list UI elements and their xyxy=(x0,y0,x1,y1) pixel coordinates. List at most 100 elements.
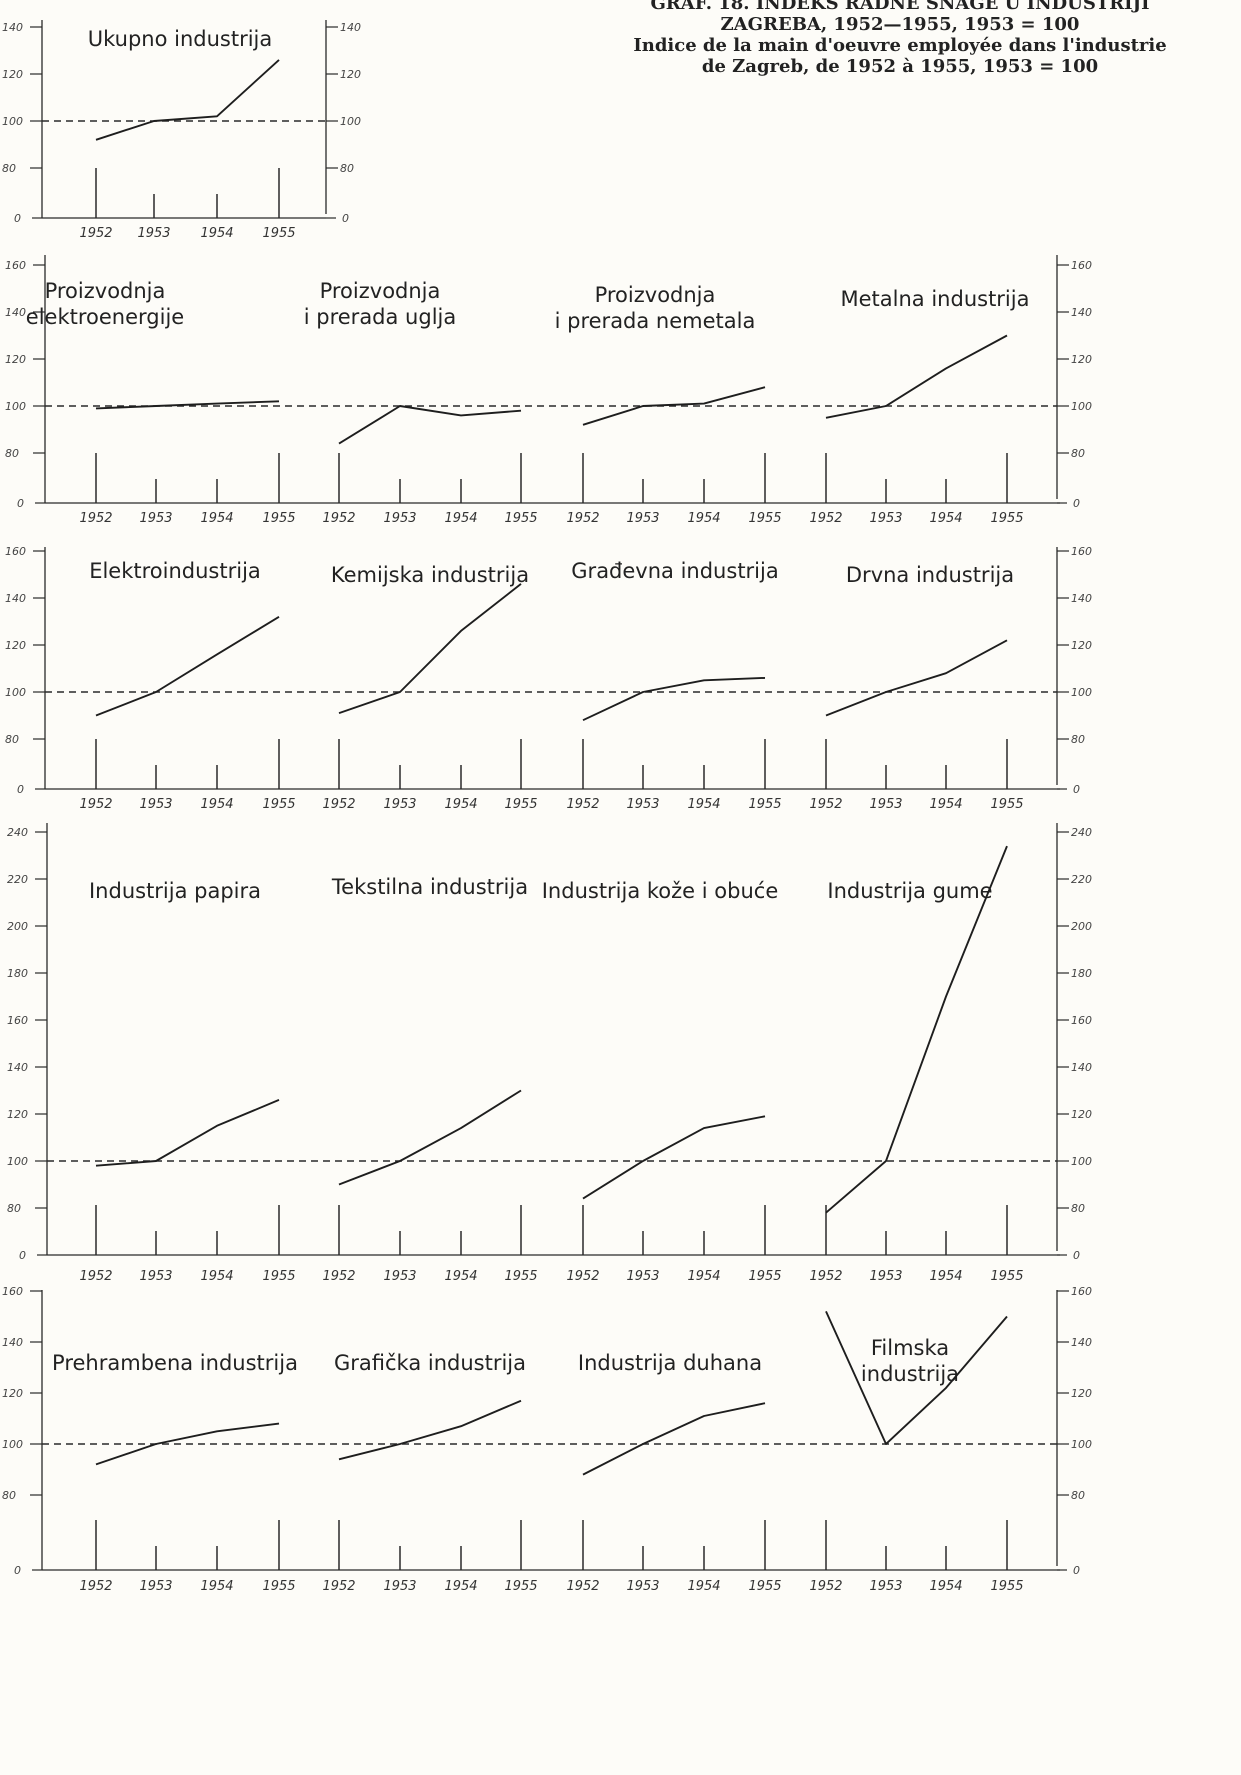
right-tick-label-140: 140 xyxy=(1071,306,1092,319)
panel-title-ugalj-2: i prerada uglja xyxy=(304,305,457,329)
year-label-1954: 1954 xyxy=(444,1579,477,1594)
right-tick-label-140: 140 xyxy=(1071,1336,1092,1349)
panel-title-metalna: Metalna industrija xyxy=(841,287,1030,311)
year-label-1953: 1953 xyxy=(139,511,172,526)
right-tick-label-100: 100 xyxy=(1071,400,1092,413)
left-tick-label-80: 80 xyxy=(2,162,16,175)
year-label-1954: 1954 xyxy=(687,797,720,812)
left-tick-label-80: 80 xyxy=(7,1202,21,1215)
right-tick-label-80: 80 xyxy=(1071,1489,1085,1502)
year-label-1955: 1955 xyxy=(990,797,1023,812)
right-tick-label-140: 140 xyxy=(1071,592,1092,605)
year-label-1953: 1953 xyxy=(383,797,416,812)
year-label-1954: 1954 xyxy=(687,1579,720,1594)
year-label-1953: 1953 xyxy=(626,1269,659,1284)
series-line-drvna xyxy=(825,639,1008,717)
right-tick-label-120: 120 xyxy=(340,68,361,81)
right-tick-label-180: 180 xyxy=(1071,967,1092,980)
left-tick-label-80: 80 xyxy=(2,1489,16,1502)
year-label-1954: 1954 xyxy=(444,511,477,526)
series-line-guma xyxy=(825,845,1008,1214)
year-label-1953: 1953 xyxy=(626,511,659,526)
right-tick-label-0: 0 xyxy=(1073,783,1080,796)
left-tick-label-220: 220 xyxy=(7,873,28,886)
panel-title-nemetali-1: Proizvodnja xyxy=(595,283,716,307)
year-label-1953: 1953 xyxy=(139,797,172,812)
panel-title-prehrambena: Prehrambena industrija xyxy=(52,1351,298,1375)
year-label-1955: 1955 xyxy=(262,511,295,526)
figure-title-line-1: GRAF. 18. INDEKS RADNE SNAGE U INDUSTRIJ… xyxy=(650,0,1150,14)
axis-group-row4: 0 0 80 80 100 100 120 120 140 140 160 160 xyxy=(2,1285,1092,1577)
right-tick-label-80: 80 xyxy=(1071,1202,1085,1215)
left-tick-label-160: 160 xyxy=(5,259,26,272)
left-tick-label-140: 140 xyxy=(7,1061,28,1074)
right-tick-label-80: 80 xyxy=(1071,733,1085,746)
series-line-ukupno xyxy=(95,59,280,141)
panel-metalna: Metalna industrija 1952 1953 1954 1955 xyxy=(809,287,1029,526)
panel-title-nemetali-2: i prerada nemetala xyxy=(555,309,756,333)
panel-title-filmska-1: Filmska xyxy=(871,1336,949,1360)
left-tick-label-100: 100 xyxy=(5,400,26,413)
right-tick-label-160: 160 xyxy=(1071,545,1092,558)
year-label-1954: 1954 xyxy=(444,797,477,812)
series-line-ugalj xyxy=(338,405,522,445)
year-label-1954: 1954 xyxy=(200,797,233,812)
panel-ukupno: Ukupno industrija 1952 1953 1954 1955 xyxy=(79,27,295,241)
year-label-1954: 1954 xyxy=(929,797,962,812)
year-label-1954: 1954 xyxy=(687,511,720,526)
right-tick-label-100: 100 xyxy=(1071,1155,1092,1168)
year-label-1952: 1952 xyxy=(79,797,112,812)
right-tick-label-120: 120 xyxy=(1071,639,1092,652)
year-label-1955: 1955 xyxy=(262,797,295,812)
right-tick-label-120: 120 xyxy=(1071,353,1092,366)
right-tick-label-0: 0 xyxy=(342,212,349,225)
panel-title-ukupno: Ukupno industrija xyxy=(88,27,273,51)
year-label-1954: 1954 xyxy=(929,511,962,526)
axis-group-row0: 0 0 80 80 100 100 120 120 140 140 xyxy=(2,20,361,225)
left-tick-label-100: 100 xyxy=(5,686,26,699)
right-tick-label-160: 160 xyxy=(1071,1285,1092,1298)
year-label-1952: 1952 xyxy=(322,1579,355,1594)
right-tick-label-80: 80 xyxy=(340,162,354,175)
left-tick-label-120: 120 xyxy=(7,1108,28,1121)
year-label-1953: 1953 xyxy=(383,1579,416,1594)
panel-title-duhan: Industrija duhana xyxy=(578,1351,762,1375)
year-label-1952: 1952 xyxy=(79,511,112,526)
year-label-1955: 1955 xyxy=(748,511,781,526)
panel-title-kemijska: Kemijska industrija xyxy=(331,563,529,587)
year-label-1954: 1954 xyxy=(200,1269,233,1284)
right-tick-label-160: 160 xyxy=(1071,1014,1092,1027)
series-line-duhan xyxy=(582,1402,766,1476)
right-tick-label-100: 100 xyxy=(340,115,361,128)
panel-title-drvna: Drvna industrija xyxy=(846,563,1014,587)
right-tick-label-140: 140 xyxy=(340,21,361,34)
panel-title-filmska-2: industrija xyxy=(861,1362,959,1386)
year-label-1953: 1953 xyxy=(139,1269,172,1284)
panel-title-elektroindustrija: Elektroindustrija xyxy=(89,559,261,583)
series-line-tekstil xyxy=(338,1089,522,1186)
axis-group-row3: 0 0 80 80 100 100 120 120 140 140 160 160 180 180 200 2… xyxy=(7,823,1092,1262)
year-label-1953: 1953 xyxy=(383,511,416,526)
right-tick-label-100: 100 xyxy=(1071,1438,1092,1451)
left-tick-label-120: 120 xyxy=(5,353,26,366)
year-label-1952: 1952 xyxy=(566,1579,599,1594)
year-label-1953: 1953 xyxy=(869,797,902,812)
left-tick-label-120: 120 xyxy=(2,1387,23,1400)
series-line-nemetali xyxy=(582,386,766,426)
right-tick-label-140: 140 xyxy=(1071,1061,1092,1074)
right-tick-label-100: 100 xyxy=(1071,686,1092,699)
year-label-1954: 1954 xyxy=(929,1579,962,1594)
year-label-1953: 1953 xyxy=(869,511,902,526)
right-tick-label-120: 120 xyxy=(1071,1387,1092,1400)
year-label-1955: 1955 xyxy=(262,226,295,241)
year-label-1955: 1955 xyxy=(504,1269,537,1284)
year-label-1954: 1954 xyxy=(200,511,233,526)
left-tick-label-120: 120 xyxy=(5,639,26,652)
year-label-1952: 1952 xyxy=(566,511,599,526)
panel-title-guma: Industrija gume xyxy=(827,879,992,903)
year-label-1952: 1952 xyxy=(809,797,842,812)
panel-guma: Industrija gume 1952 1953 1954 1955 xyxy=(809,845,1024,1284)
year-label-1955: 1955 xyxy=(504,1579,537,1594)
